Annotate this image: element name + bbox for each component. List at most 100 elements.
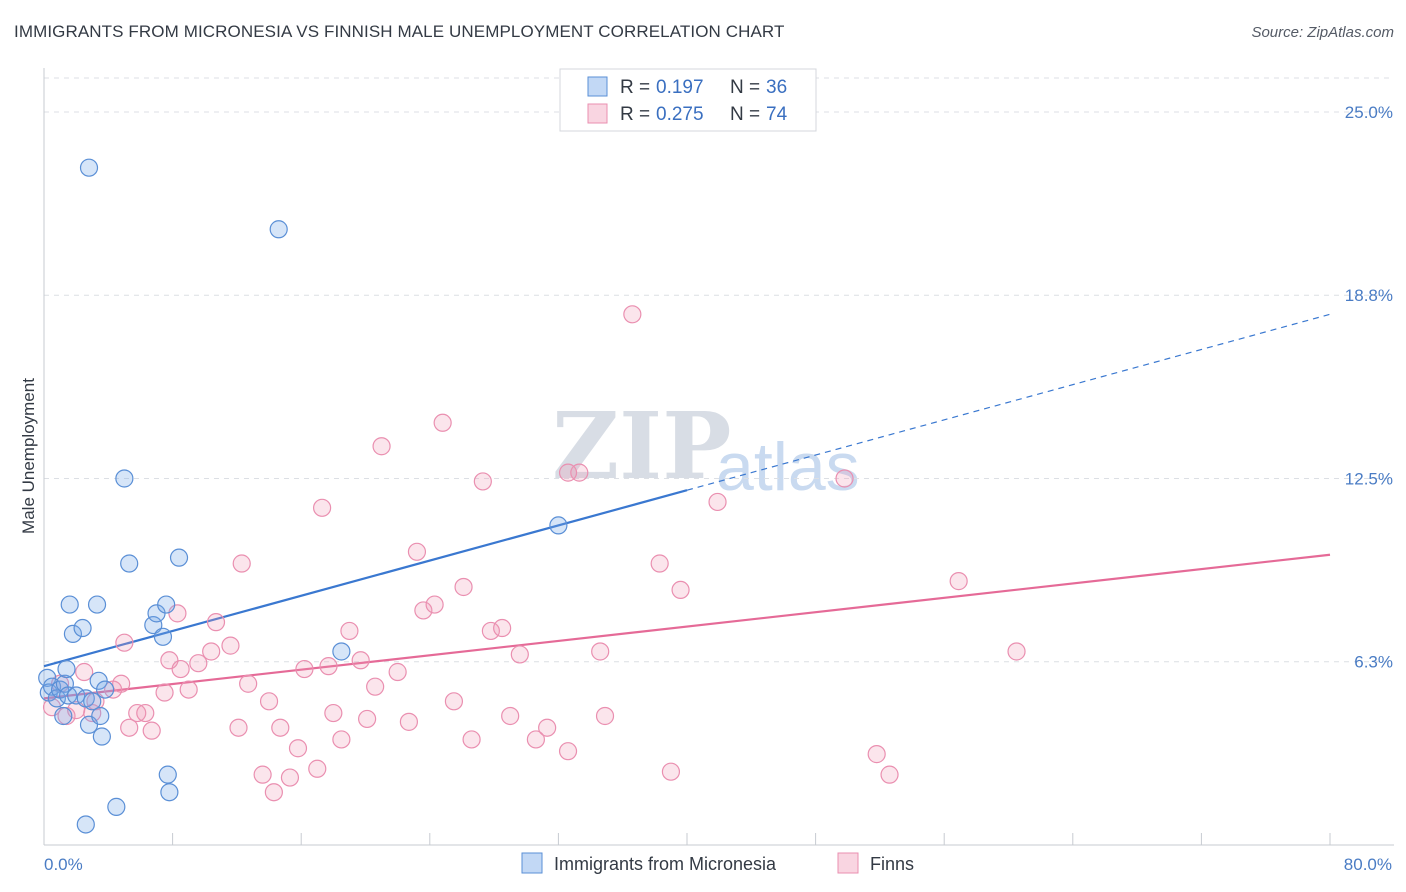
chart-title: IMMIGRANTS FROM MICRONESIA VS FINNISH MA…: [14, 22, 785, 41]
micronesia-point-26: [153, 627, 173, 646]
micronesia-point-19: [92, 727, 111, 746]
finns-point-65: [661, 762, 681, 781]
micronesia-trend-extension: [686, 313, 1331, 491]
finns-point-43: [388, 662, 407, 682]
micronesia-point-28: [158, 765, 177, 784]
finns-point-33: [308, 759, 327, 778]
finns-point-20: [202, 642, 221, 661]
finns-point-8: [112, 674, 131, 693]
micronesia-point-10: [63, 624, 83, 643]
y-tick-labels: 6.3% 12.5% 18.8% 25.0%: [1345, 103, 1393, 672]
finns-point-19: [189, 654, 208, 673]
finns-point-37: [332, 730, 351, 749]
micronesia-points: [38, 158, 568, 834]
micronesia-point-32: [332, 642, 351, 661]
finns-point-63: [623, 305, 642, 324]
finns-point-59: [558, 742, 578, 761]
finns-point-10: [120, 718, 139, 737]
finns-point-41: [366, 677, 385, 696]
micronesia-point-5: [54, 706, 73, 726]
micronesia-point-29: [160, 783, 179, 802]
bottom-legend-label-blue: Immigrants from Micronesia: [554, 854, 777, 874]
finns-point-32: [295, 659, 314, 679]
finns-point-34: [312, 498, 332, 517]
finns-point-30: [280, 768, 300, 787]
finns-point-38: [340, 621, 359, 641]
micronesia-point-15: [83, 692, 102, 711]
finns-point-64: [650, 554, 669, 573]
y-tick-label-1: 12.5%: [1345, 469, 1393, 488]
finns-point-50: [454, 577, 473, 597]
finns-point-24: [232, 554, 251, 573]
legend-n-value-2: 74: [766, 104, 788, 125]
finns-point-45: [407, 542, 427, 561]
finns-point-54: [493, 618, 512, 638]
finns-point-70: [880, 765, 899, 784]
micronesia-point-31: [269, 220, 288, 239]
finns-point-67: [708, 492, 727, 512]
micronesia-point-30: [169, 548, 189, 567]
finns-point-66: [671, 580, 690, 600]
x-tick-label-left: 0.0%: [44, 855, 83, 874]
watermark-zip: ZIP: [552, 392, 731, 500]
finns-point-71: [949, 572, 968, 591]
finns-point-56: [510, 645, 529, 664]
legend-swatch-blue: [587, 76, 608, 97]
legend-n-value-1: 36: [766, 77, 787, 98]
micronesia-point-6: [55, 674, 74, 693]
y-tick-label-3: 25.0%: [1345, 103, 1393, 122]
finns-point-12: [136, 703, 155, 723]
micronesia-point-22: [115, 469, 134, 488]
finns-point-39: [351, 651, 370, 670]
micronesia-point-27: [157, 595, 176, 614]
finns-point-42: [372, 437, 391, 456]
source-label: Source: ZipAtlas.com: [1251, 24, 1394, 41]
finns-point-52: [473, 472, 492, 491]
finns-point-21: [206, 613, 226, 632]
bottom-legend-label-pink: Finns: [870, 854, 914, 874]
finns-point-31: [288, 739, 308, 758]
legend-r-label-1: R =: [620, 77, 650, 98]
finns-point-17: [171, 659, 190, 679]
bottom-legend-swatch-pink: [837, 852, 859, 874]
micronesia-point-12: [73, 618, 92, 638]
correlation-legend: R = 0.197 N = 36 R = 0.275 N = 74: [559, 68, 817, 132]
finns-point-35: [319, 657, 338, 676]
micronesia-point-18: [91, 706, 110, 726]
finns-point-4: [75, 662, 94, 682]
finns-point-27: [259, 692, 279, 711]
finns-point-69: [867, 745, 886, 764]
axes: [43, 68, 1394, 846]
legend-n-label-2: N =: [730, 104, 760, 125]
micronesia-point-7: [57, 659, 76, 679]
y-tick-label-0: 6.3%: [1354, 653, 1393, 672]
trend-lines: [43, 313, 1331, 700]
finns-point-25: [239, 674, 258, 693]
finns-point-26: [253, 765, 272, 784]
gridlines: [44, 77, 1394, 663]
micronesia-point-0: [38, 668, 57, 687]
finns-point-29: [271, 718, 290, 737]
finns-point-46: [414, 601, 433, 620]
legend-swatch-pink: [587, 103, 608, 124]
y-tick-label-2: 18.8%: [1345, 286, 1393, 305]
micronesia-point-35: [76, 815, 95, 834]
finns-point-57: [526, 730, 545, 749]
finns-point-44: [399, 712, 419, 731]
finns-points: [42, 305, 1026, 802]
finns-point-47: [425, 595, 444, 614]
x-tick-label-right: 80.0%: [1344, 855, 1392, 874]
finns-point-18: [179, 680, 198, 699]
finns-point-58: [538, 718, 557, 737]
micronesia-point-21: [107, 797, 126, 816]
finns-point-49: [444, 692, 464, 711]
finns-point-68: [835, 469, 854, 488]
micronesia-point-16: [87, 595, 107, 614]
bottom-legend-swatch-blue: [521, 852, 543, 874]
y-axis-title: Male Unemployment: [19, 378, 38, 534]
legend-r-label-2: R =: [620, 104, 650, 125]
finns-point-40: [358, 709, 377, 729]
legend-r-value-2: 0.275: [656, 104, 704, 125]
finns-point-73: [558, 463, 578, 482]
